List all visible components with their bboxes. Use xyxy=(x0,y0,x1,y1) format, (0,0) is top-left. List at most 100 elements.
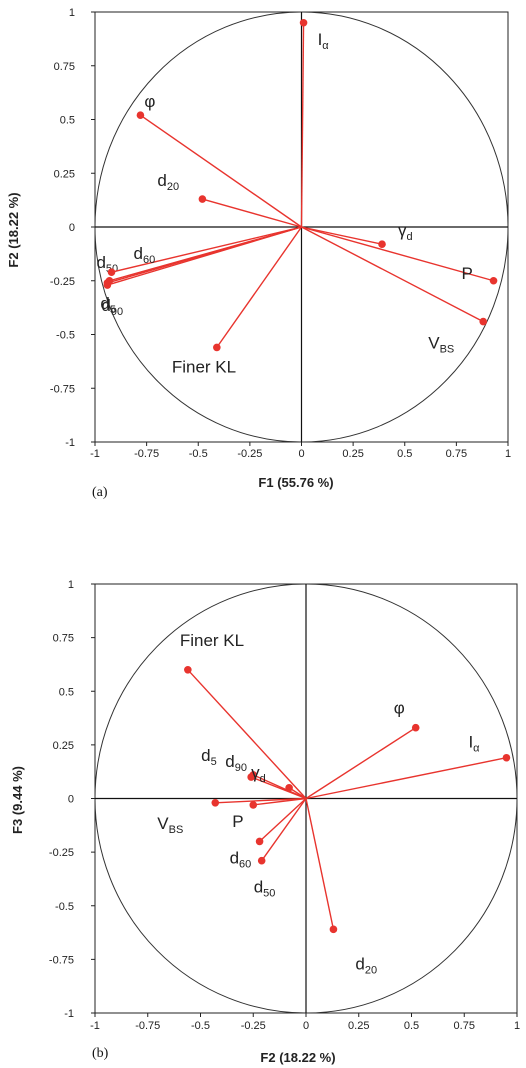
vector-d-60 xyxy=(259,797,307,842)
vector-finer-kl xyxy=(216,226,303,348)
x-tick-label: 0.5 xyxy=(397,448,412,460)
point-d-60 xyxy=(255,837,264,846)
y-tick-label: -0.5 xyxy=(55,901,74,913)
x-tick-label: -0.5 xyxy=(191,1020,210,1032)
y-tick-label: 0.75 xyxy=(54,61,75,73)
vector-i- xyxy=(300,22,305,228)
point-d-60 xyxy=(107,268,116,276)
y-tick-label: -1 xyxy=(64,1008,74,1020)
point-label-d-5: d5 xyxy=(201,746,217,768)
x-tick-label: 0.75 xyxy=(454,1020,475,1032)
point-finer-kl xyxy=(184,666,192,674)
x-tick-label: -1 xyxy=(90,448,100,460)
point-label-i-: Iα xyxy=(468,733,480,755)
y-tick-label: 1 xyxy=(69,7,75,19)
point-d-20 xyxy=(329,925,338,934)
x-tick-label: -0.75 xyxy=(134,448,159,460)
vector-d-90 xyxy=(107,226,302,286)
y-axis-title: F3 (9.44 %) xyxy=(10,766,25,834)
y-tick-label: 0.75 xyxy=(53,633,74,645)
point-label-finer-kl: Finer KL xyxy=(180,631,244,650)
x-tick-label: 0 xyxy=(298,448,304,460)
point-label-d-60: d60 xyxy=(134,244,156,266)
vector-p xyxy=(253,797,307,806)
point-label-i-: Iα xyxy=(318,30,330,52)
vector-v-bs xyxy=(215,797,307,804)
point-label-d-20: d20 xyxy=(157,171,179,193)
point-- xyxy=(136,111,145,119)
y-tick-label: -1 xyxy=(65,437,75,449)
x-tick-label: 1 xyxy=(514,1020,520,1032)
x-tick-label: 0.25 xyxy=(348,1020,369,1032)
x-tick-label: 0.25 xyxy=(342,448,363,460)
x-tick-label: -1 xyxy=(90,1020,100,1032)
panel-label: (b) xyxy=(92,1046,109,1061)
y-tick-label: 0.25 xyxy=(53,740,74,752)
vector--d xyxy=(301,226,383,245)
point-label--: φ xyxy=(144,92,155,111)
y-tick-label: 0.5 xyxy=(59,686,74,698)
point-d-90 xyxy=(103,281,112,289)
x-tick-label: 1 xyxy=(505,448,511,460)
x-axis-title: F2 (18.22 %) xyxy=(260,1050,335,1065)
point-finer-kl xyxy=(213,343,221,352)
y-axis-title: F2 (18.22 %) xyxy=(6,192,21,267)
point-label--d: γd xyxy=(398,221,413,243)
y-tick-label: -0.25 xyxy=(50,276,75,288)
point-label-v-bs: VBS xyxy=(157,814,183,836)
chart-panel-1: -1 -0.75 -0.5 -0.25 0 0.25 0.5 0.75 1 1 0.75 0.5 0.2… xyxy=(6,7,511,500)
y-tick-label: -0.75 xyxy=(49,954,74,966)
vector-d-20 xyxy=(305,798,335,930)
point-v-bs xyxy=(211,798,220,807)
vector-- xyxy=(140,114,302,228)
point-i- xyxy=(299,18,308,27)
vector-v-bs xyxy=(301,226,484,323)
point-label-p: P xyxy=(462,264,473,283)
vector-d-50 xyxy=(261,798,307,862)
x-tick-label: -0.25 xyxy=(237,448,262,460)
point-label-v-bs: VBS xyxy=(428,334,454,356)
point-i- xyxy=(502,753,511,762)
vector-d-20 xyxy=(202,198,302,228)
chart-panel-2: -1 -0.75 -0.5 -0.25 0 0.25 0.5 0.75 1 1 0.75 0.5 0.2… xyxy=(10,579,520,1065)
x-axis-title: F1 (55.76 %) xyxy=(258,475,333,490)
panel-label: (a) xyxy=(92,485,108,500)
vector-p xyxy=(301,226,494,282)
y-tick-label: -0.75 xyxy=(50,383,75,395)
vector-d-60 xyxy=(111,226,302,273)
point-label-d-50: d50 xyxy=(254,878,276,900)
point-label--: φ xyxy=(394,699,405,718)
point-d-20 xyxy=(198,195,207,203)
point-label-d-20: d20 xyxy=(355,954,377,976)
vector-finer-kl xyxy=(187,669,307,799)
point-label-d-60: d60 xyxy=(230,848,252,870)
point--d xyxy=(378,240,386,248)
vector-d-5 xyxy=(250,776,307,800)
y-tick-label: 1 xyxy=(68,579,74,591)
y-tick-label: 0 xyxy=(69,222,75,234)
point-label-d-90: d90 xyxy=(225,752,247,774)
y-tick-label: -0.25 xyxy=(49,847,74,859)
x-tick-label: 0.75 xyxy=(446,448,467,460)
point-p xyxy=(489,276,498,285)
point-label-finer-kl: Finer KL xyxy=(172,357,236,376)
x-tick-label: -0.5 xyxy=(189,448,208,460)
point-label-p: P xyxy=(232,812,243,831)
y-tick-label: 0.25 xyxy=(54,168,75,180)
y-tick-label: -0.5 xyxy=(56,330,75,342)
point-label--d: γd xyxy=(251,763,266,785)
x-tick-label: -0.75 xyxy=(135,1020,160,1032)
vector-i- xyxy=(305,757,507,800)
y-tick-label: 0.5 xyxy=(60,115,75,127)
point-label-d-5: d5 xyxy=(100,294,116,316)
y-tick-label: 0 xyxy=(68,794,74,806)
point-label-d-90: d90 xyxy=(101,296,123,318)
x-tick-label: 0.5 xyxy=(404,1020,419,1032)
point-p xyxy=(249,801,258,809)
point-- xyxy=(411,723,420,732)
point-v-bs xyxy=(479,317,488,326)
vector-- xyxy=(305,727,417,800)
point--d xyxy=(285,783,293,792)
point-d-50 xyxy=(257,856,266,865)
